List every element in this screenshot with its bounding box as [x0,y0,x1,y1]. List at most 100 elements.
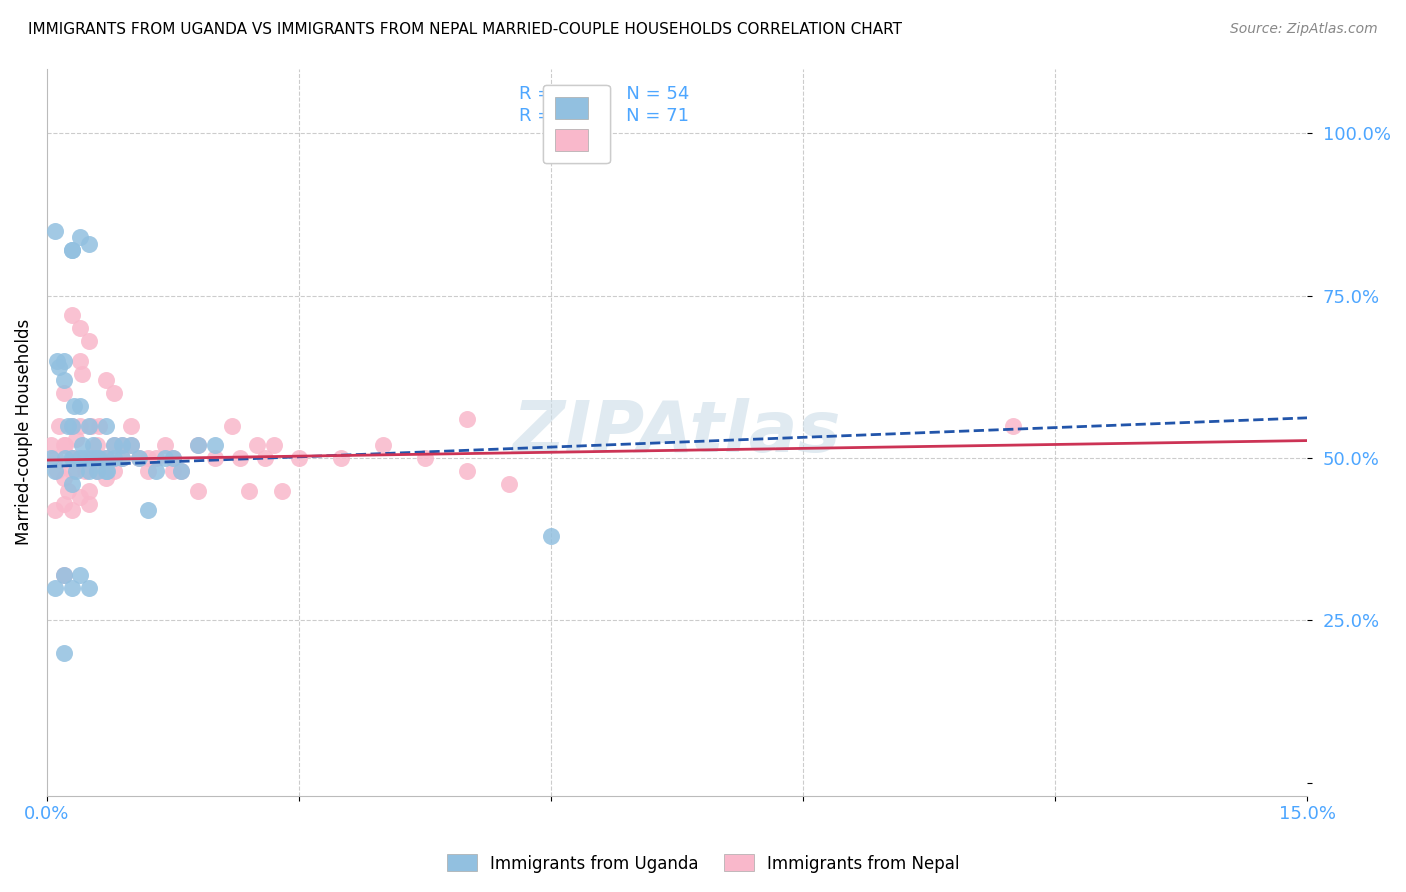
Point [96,451,118,466]
Point [94,470,117,484]
Point [103,451,125,466]
Point [69,399,91,413]
Point [94,418,117,433]
Point [94,464,117,478]
Point [86,464,108,478]
Point [94,451,117,466]
Point [153,438,176,452]
Point [540,529,562,543]
Point [103,438,125,452]
Point [128,451,150,466]
Point [162,451,184,466]
Point [39,451,62,466]
Point [136,503,159,517]
Point [52,497,75,511]
Point [53,451,76,466]
Point [77,581,100,595]
Point [254,451,277,466]
Point [187,483,209,498]
Text: Source: ZipAtlas.com: Source: ZipAtlas.com [1230,22,1378,37]
Point [86,451,108,466]
Point [52,386,75,401]
Point [62,399,84,413]
Point [456,464,478,478]
Point [52,646,75,660]
Point [60,244,83,258]
Point [77,464,100,478]
Point [111,451,134,466]
Point [65,464,87,478]
Point [82,451,104,466]
Point [77,334,100,349]
Point [162,464,184,478]
Point [52,438,75,452]
Point [48,418,70,433]
Point [77,418,100,433]
Point [86,464,108,478]
Point [46,353,69,368]
Point [60,503,83,517]
Point [86,451,108,466]
Point [69,451,91,466]
Point [238,483,260,498]
Point [52,568,75,582]
Point [87,418,110,433]
Point [46,464,69,478]
Point [52,373,75,387]
Point [69,418,91,433]
Point [52,470,75,484]
Point [371,438,394,452]
Point [44,451,66,466]
Point [60,464,83,478]
Y-axis label: Married-couple Households: Married-couple Households [15,319,32,545]
Point [128,451,150,466]
Point [53,438,76,452]
Point [204,451,226,466]
Point [69,490,91,504]
Point [229,451,252,466]
Point [60,451,83,466]
Point [170,464,193,478]
Point [70,367,93,381]
Point [60,418,83,433]
Point [52,353,75,368]
Point [136,464,159,478]
Point [120,418,142,433]
Point [111,438,134,452]
Point [60,477,83,491]
Text: IMMIGRANTS FROM UGANDA VS IMMIGRANTS FROM NEPAL MARRIED-COUPLE HOUSEHOLDS CORREL: IMMIGRANTS FROM UGANDA VS IMMIGRANTS FRO… [28,22,903,37]
Point [52,568,75,582]
Point [221,418,243,433]
Point [44,503,66,517]
Text: ZIPAtlas: ZIPAtlas [513,398,841,467]
Point [60,308,83,322]
Point [94,373,117,387]
Point [62,451,84,466]
Point [103,386,125,401]
Point [79,451,101,466]
Point [69,321,91,335]
Point [187,438,209,452]
Point [271,483,294,498]
Point [263,438,285,452]
Point [329,451,352,466]
Point [69,353,91,368]
Point [56,418,79,433]
Point [79,418,101,433]
Point [44,464,66,478]
Point [60,244,83,258]
Point [111,451,134,466]
Point [288,451,311,466]
Point [44,224,66,238]
Point [103,464,125,478]
Point [77,483,100,498]
Legend: Immigrants from Uganda, Immigrants from Nepal: Immigrants from Uganda, Immigrants from … [440,847,966,880]
Point [246,438,269,452]
Point [77,497,100,511]
Point [145,451,167,466]
Point [39,438,62,452]
Point [170,464,193,478]
Point [69,568,91,582]
Point [70,438,93,452]
Point [456,412,478,426]
